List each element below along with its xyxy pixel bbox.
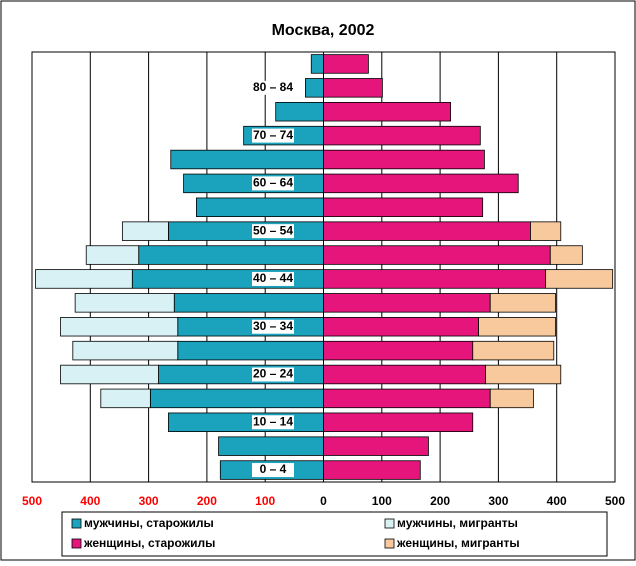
- legend-swatch: [384, 518, 395, 529]
- bar: [177, 340, 324, 361]
- bar: [323, 412, 474, 432]
- bar: [158, 364, 324, 385]
- x-tick-label: 300: [488, 494, 508, 508]
- bar: [35, 269, 133, 289]
- label-bg: [252, 176, 294, 191]
- bar: [545, 269, 614, 289]
- bar: [168, 221, 324, 241]
- legend: [61, 511, 608, 557]
- bar: [323, 269, 547, 289]
- x-tick-label: 500: [605, 494, 625, 508]
- bar: [173, 293, 324, 313]
- bar: [60, 317, 179, 337]
- label-bg: [252, 319, 294, 334]
- bar: [323, 317, 479, 337]
- bar: [275, 102, 324, 122]
- bar: [138, 245, 324, 265]
- category-label: 40 – 44: [253, 271, 293, 285]
- bar: [323, 149, 485, 170]
- bar: [168, 412, 324, 432]
- bar: [489, 293, 556, 313]
- bar: [472, 340, 555, 361]
- bar: [489, 388, 534, 409]
- label-bg: [252, 128, 294, 143]
- bar: [121, 221, 169, 241]
- bar: [196, 197, 324, 217]
- bar: [323, 102, 451, 122]
- x-tick-label: 500: [22, 494, 42, 508]
- bar: [323, 460, 421, 480]
- category-label: 30 – 34: [253, 319, 293, 333]
- bar: [323, 436, 429, 456]
- bar: [85, 245, 140, 265]
- bar: [323, 197, 484, 217]
- x-tick-label: 100: [372, 494, 392, 508]
- x-tick-label: 300: [139, 494, 159, 508]
- bar: [323, 388, 491, 409]
- bar: [149, 388, 324, 409]
- label-bg: [252, 415, 294, 430]
- label-bg: [252, 224, 294, 239]
- legend-label: мужчины, старожилы: [84, 516, 214, 530]
- label-bg: [252, 367, 294, 382]
- x-tick-label: 200: [197, 494, 217, 508]
- bar: [60, 364, 159, 385]
- bar: [323, 221, 531, 241]
- bar: [323, 125, 481, 146]
- x-tick-label: 400: [547, 494, 567, 508]
- bar: [310, 54, 324, 74]
- bar: [74, 293, 175, 313]
- legend-swatch: [384, 538, 395, 549]
- x-tick-label: 100: [255, 494, 275, 508]
- bar: [100, 388, 151, 409]
- label-bg: [252, 463, 294, 478]
- category-label: 20 – 24: [253, 367, 293, 381]
- legend-label: женщины, мигранты: [396, 536, 520, 550]
- legend-swatch: [71, 538, 82, 549]
- legend-swatch: [71, 518, 82, 529]
- category-label: 10 – 14: [253, 414, 293, 428]
- category-label: 0 – 4: [260, 462, 287, 476]
- bar: [323, 54, 369, 74]
- bar: [177, 317, 324, 337]
- bar: [549, 245, 583, 265]
- chart-title: Москва, 2002: [272, 22, 375, 39]
- label-bg: [252, 80, 294, 95]
- bar: [323, 340, 474, 361]
- bar: [478, 317, 556, 337]
- x-tick-label: 400: [80, 494, 100, 508]
- label-bg: [252, 271, 294, 286]
- bar: [323, 78, 383, 98]
- legend-label: женщины, старожилы: [83, 536, 215, 550]
- bar: [323, 173, 519, 194]
- bar: [530, 221, 562, 241]
- bar: [485, 364, 562, 385]
- bar: [131, 269, 324, 289]
- legend-label: мужчины, мигранты: [397, 516, 518, 530]
- bar: [323, 245, 551, 265]
- bar: [305, 78, 324, 98]
- x-tick-label: 200: [430, 494, 450, 508]
- bar: [323, 364, 486, 385]
- category-label: 80 – 84: [253, 80, 293, 94]
- x-tick-label: 0: [320, 494, 327, 508]
- bar: [323, 293, 491, 313]
- bar: [72, 340, 179, 361]
- category-label: 70 – 74: [253, 128, 293, 142]
- category-label: 50 – 54: [253, 223, 293, 237]
- bar: [170, 149, 324, 170]
- bar: [218, 436, 324, 456]
- category-label: 60 – 64: [253, 176, 293, 190]
